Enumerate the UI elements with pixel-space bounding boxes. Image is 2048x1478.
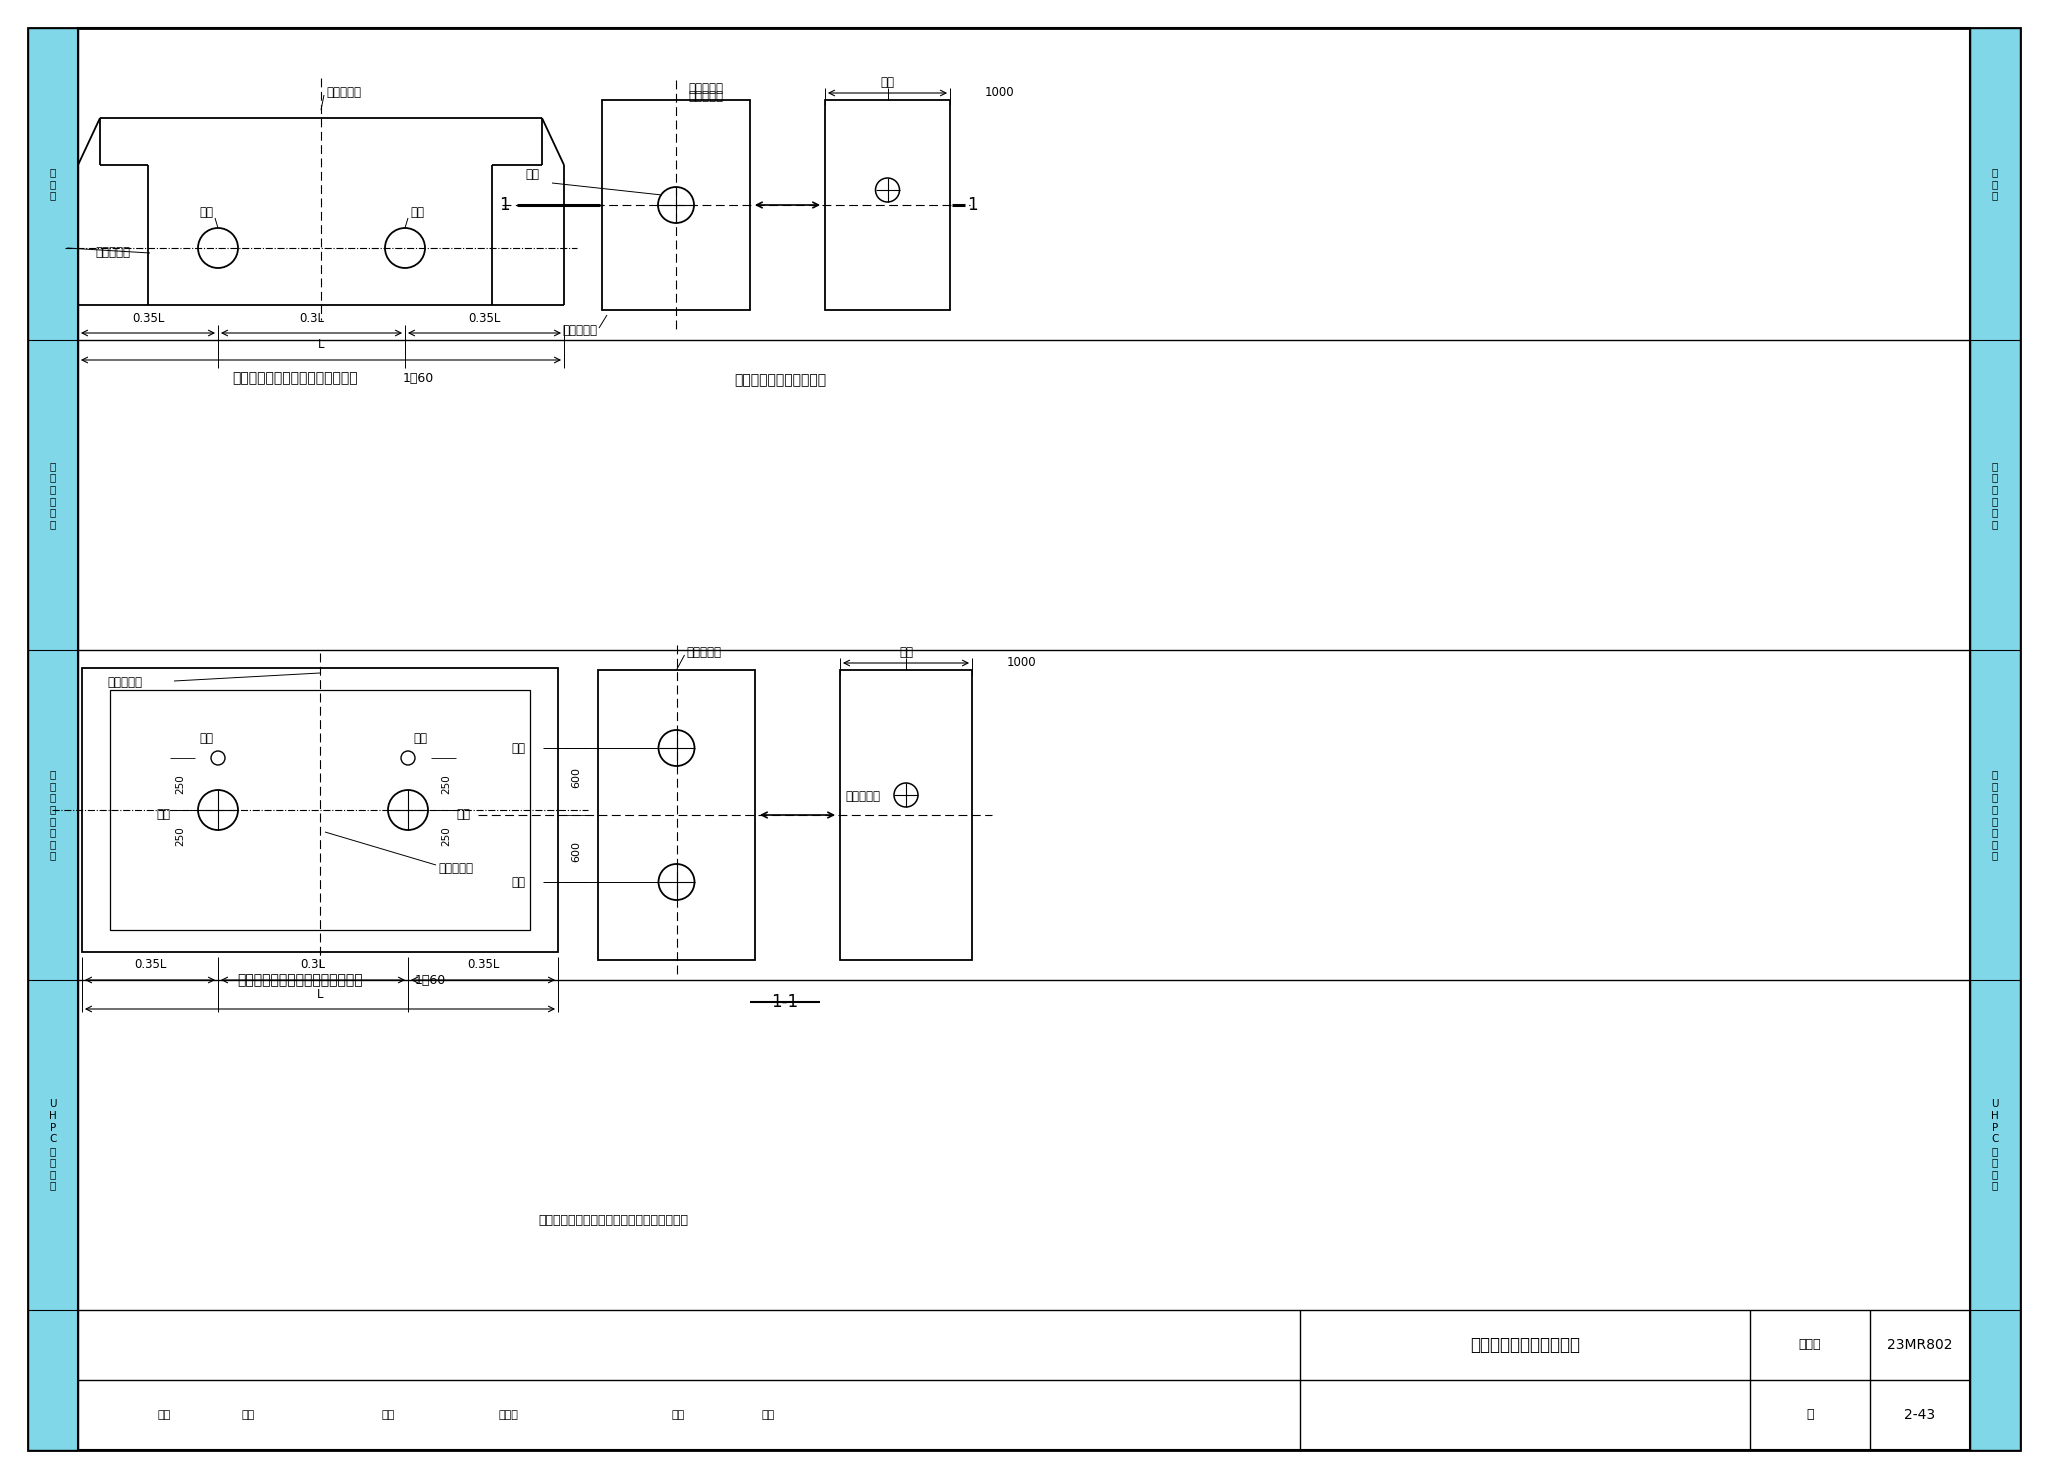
Text: U
H
P
C
连
接
桥
墩: U H P C 连 接 桥 墩 [49,1100,57,1191]
Text: 250: 250 [174,774,184,794]
Text: 小
筱
梁: 小 筱 梁 [49,167,55,201]
Bar [111,690,530,930]
Bar [1970,28,2019,1450]
Text: 小
筱
梁: 小 筱 梁 [1993,167,1999,201]
Text: 盖梁中心线: 盖梁中心线 [326,86,360,99]
Text: 校对: 校对 [381,1410,395,1420]
Text: 600: 600 [571,841,582,863]
Text: 波
纹
锃
管
连
接
桥
墩: 波 纹 锃 管 连 接 桥 墩 [1993,770,1999,860]
Text: 吊环中心线: 吊环中心线 [688,81,723,95]
Text: 预制盖梁吸点位置示意图（立面）: 预制盖梁吸点位置示意图（立面） [231,371,358,384]
Bar [82,668,557,952]
Bar [840,670,973,961]
Text: 吊点: 吊点 [457,808,469,822]
Text: 波
纹
锃
管
连
接
桥
墩: 波 纹 锃 管 连 接 桥 墩 [49,770,55,860]
Text: 图集号: 图集号 [1798,1339,1821,1351]
Text: 1：60: 1：60 [401,371,434,384]
Text: 1: 1 [967,197,977,214]
Text: 1-1: 1-1 [772,993,799,1011]
Text: 23MR802: 23MR802 [1888,1338,1952,1352]
Text: 吊点: 吊点 [156,808,170,822]
Text: 吊环中心线: 吊环中心线 [94,247,129,260]
Text: 陈明: 陈明 [242,1410,254,1420]
Text: 0.35L: 0.35L [467,959,500,971]
Text: 250: 250 [440,774,451,794]
Text: 250: 250 [174,826,184,845]
Text: 0.3L: 0.3L [301,959,326,971]
Text: 吊点: 吊点 [524,168,539,182]
Text: 青筝: 青筝 [762,1410,774,1420]
Text: 贡嘉峰: 贡嘉峰 [498,1410,518,1420]
Text: 1000: 1000 [1008,656,1036,670]
Text: L: L [317,987,324,1001]
Text: 吊点: 吊点 [199,732,213,745]
Text: 审核: 审核 [158,1410,172,1420]
Bar [825,101,950,310]
Text: 套
筒
连
接
桥
墩: 套 筒 连 接 桥 墩 [49,461,55,529]
Text: L: L [317,338,324,352]
Text: 吊点: 吊点 [410,207,424,220]
Text: 0.3L: 0.3L [299,312,324,325]
Text: 套
筒
连
接
桥
墩: 套 筒 连 接 桥 墩 [1993,461,1999,529]
Text: 吊点: 吊点 [899,646,913,659]
Text: 250: 250 [440,826,451,845]
Text: 套筒连接桥墩吸点示意图: 套筒连接桥墩吸点示意图 [1470,1336,1579,1354]
Text: 吊点: 吊点 [512,742,524,754]
Text: 1: 1 [498,197,510,214]
Text: 0.35L: 0.35L [133,959,166,971]
Text: 1：60: 1：60 [414,974,446,986]
Text: 1000: 1000 [985,87,1014,99]
Text: 0.35L: 0.35L [131,312,164,325]
Text: U
H
P
C
连
接
桥
墩: U H P C 连 接 桥 墩 [1991,1100,1999,1191]
Text: 预制盖梁吸点位置示意图（平面）: 预制盖梁吸点位置示意图（平面） [238,973,362,987]
Text: 吊点: 吊点 [414,732,426,745]
Text: 注：吸环钓筋应避开预应力钓束及普通钓筋。: 注：吸环钓筋应避开预应力钓束及普通钓筋。 [539,1213,688,1227]
Text: 立柱中心线: 立柱中心线 [688,90,723,103]
Text: 2-43: 2-43 [1905,1409,1935,1422]
Text: 0.35L: 0.35L [469,312,500,325]
Bar [598,670,756,961]
Text: 吊点: 吊点 [881,75,895,89]
Text: 吊点: 吊点 [512,875,524,888]
Text: 页: 页 [1806,1409,1815,1422]
Text: 600: 600 [571,767,582,788]
Text: 设计: 设计 [672,1410,684,1420]
Bar [602,101,750,310]
Text: 盖梁中心线: 盖梁中心线 [438,862,473,875]
Text: 立柱中心线: 立柱中心线 [846,791,881,804]
Text: 吊环中心线: 吊环中心线 [106,677,141,690]
Text: 立柱顶缘线: 立柱顶缘线 [686,646,721,659]
Text: 吊点: 吊点 [199,207,213,220]
Text: 立柱顶缘线: 立柱顶缘线 [561,324,598,337]
Bar [29,28,78,1450]
Text: 预制盖梁吸点位置示意图: 预制盖梁吸点位置示意图 [733,372,825,387]
